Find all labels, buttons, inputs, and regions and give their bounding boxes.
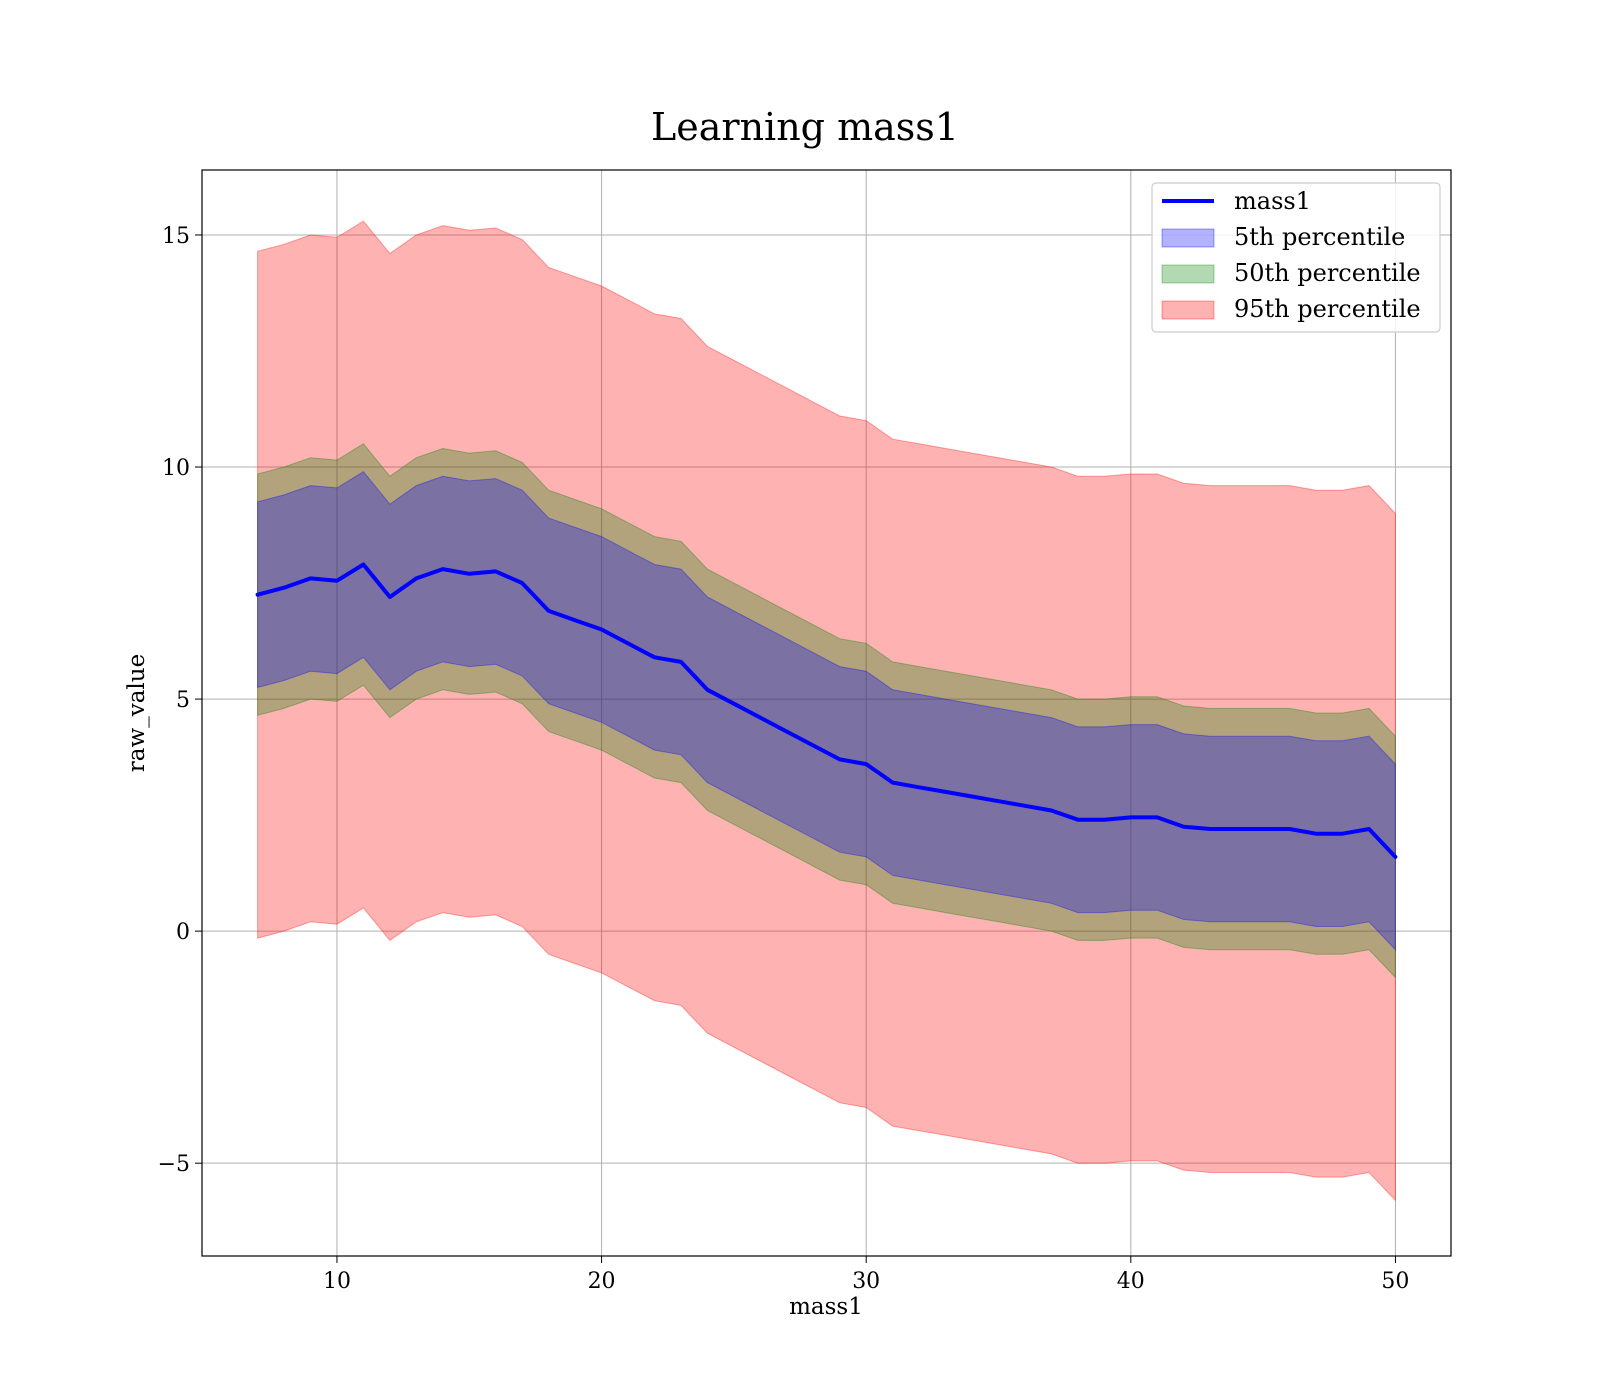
- legend-swatch-50th-percentile: [1161, 264, 1215, 284]
- series-line-mass1: [255, 562, 1398, 859]
- y-tick-label: 15: [162, 224, 190, 249]
- legend-swatch-95th-percentile: [1161, 300, 1215, 320]
- y-tick-label: −5: [158, 1152, 190, 1177]
- band-50th-percentile: [257, 443, 1396, 979]
- legend-entries: mass1 5th percentile 50th percentile 95th p…: [1161, 187, 1421, 323]
- band-95th-percentile: [257, 220, 1396, 1202]
- series-lines: [255, 562, 1398, 859]
- x-axis-label: mass1: [789, 1294, 863, 1320]
- legend-label: 95th percentile: [1234, 295, 1421, 323]
- x-tick-label: 10: [323, 1269, 351, 1294]
- y-tick-label: 5: [176, 688, 190, 713]
- legend-swatch-5th-percentile: [1161, 228, 1215, 248]
- legend: mass1 5th percentile 50th percentile 95th p…: [1151, 182, 1441, 333]
- x-axis-ticks: 10 20 30 40 50: [323, 1256, 1409, 1294]
- x-tick-label: 50: [1381, 1269, 1409, 1294]
- legend-label: mass1: [1234, 187, 1311, 215]
- y-axis-label: raw_value: [124, 654, 150, 772]
- chart-title: Learning mass1: [651, 105, 959, 149]
- legend-label: 5th percentile: [1234, 223, 1405, 251]
- band-5th-percentile: [257, 471, 1396, 951]
- legend-frame: [1151, 182, 1441, 333]
- percentile-bands: [257, 220, 1396, 1202]
- y-tick-label: 10: [162, 456, 190, 481]
- y-tick-label: 0: [176, 920, 190, 945]
- plot-frame: [201, 169, 1452, 1257]
- x-tick-label: 40: [1117, 1269, 1145, 1294]
- y-axis-ticks: −5 0 5 10 15: [158, 224, 202, 1177]
- x-tick-label: 20: [588, 1269, 616, 1294]
- legend-label: 50th percentile: [1234, 259, 1421, 287]
- x-tick-label: 30: [852, 1269, 880, 1294]
